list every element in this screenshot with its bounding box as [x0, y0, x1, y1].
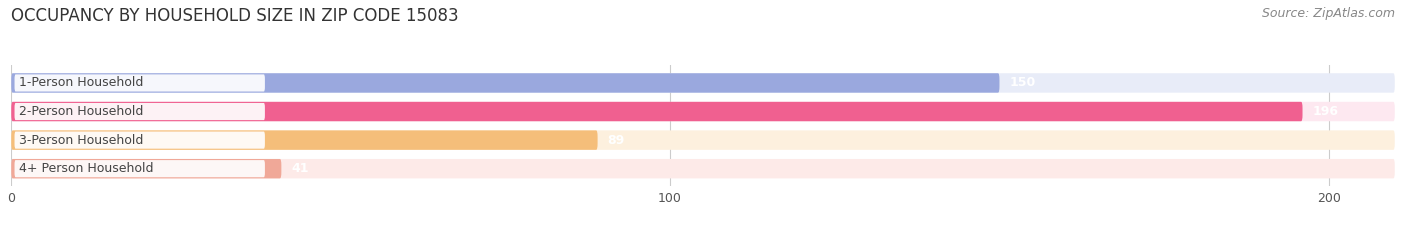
FancyBboxPatch shape — [14, 132, 264, 149]
Text: 4+ Person Household: 4+ Person Household — [20, 162, 153, 175]
FancyBboxPatch shape — [11, 130, 598, 150]
FancyBboxPatch shape — [11, 73, 1000, 93]
FancyBboxPatch shape — [14, 74, 264, 92]
Text: 1-Person Household: 1-Person Household — [20, 76, 143, 89]
FancyBboxPatch shape — [11, 159, 1395, 178]
FancyBboxPatch shape — [11, 102, 1302, 121]
Text: 41: 41 — [291, 162, 309, 175]
Text: 2-Person Household: 2-Person Household — [20, 105, 143, 118]
Text: 89: 89 — [607, 134, 624, 147]
Text: Source: ZipAtlas.com: Source: ZipAtlas.com — [1261, 7, 1395, 20]
FancyBboxPatch shape — [14, 160, 264, 177]
FancyBboxPatch shape — [11, 102, 1395, 121]
FancyBboxPatch shape — [11, 130, 1395, 150]
Text: 150: 150 — [1010, 76, 1036, 89]
FancyBboxPatch shape — [11, 73, 1395, 93]
FancyBboxPatch shape — [11, 159, 281, 178]
FancyBboxPatch shape — [14, 103, 264, 120]
Text: 196: 196 — [1312, 105, 1339, 118]
Text: OCCUPANCY BY HOUSEHOLD SIZE IN ZIP CODE 15083: OCCUPANCY BY HOUSEHOLD SIZE IN ZIP CODE … — [11, 7, 458, 25]
Text: 3-Person Household: 3-Person Household — [20, 134, 143, 147]
